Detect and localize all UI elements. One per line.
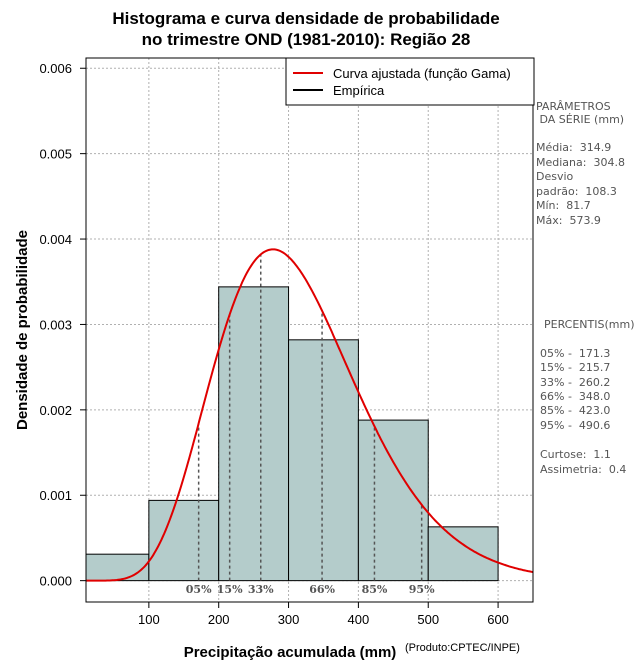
x-tick-label: 600	[487, 612, 509, 627]
histogram-bar	[357, 419, 429, 582]
y-tick-label: 0.003	[39, 317, 72, 332]
x-tick-label: 300	[278, 612, 300, 627]
percentile-95: 95% - 490.6	[540, 419, 610, 432]
x-tick-label: 400	[348, 612, 370, 627]
histogram-bars	[85, 286, 499, 582]
percentile-marker-label: 85%	[362, 583, 388, 596]
percentile-33: 33% - 260.2	[540, 376, 610, 389]
legend-label-empirical: Empírica	[333, 83, 385, 98]
percentile-labels: 05% 15% 33% 66% 85% 95%	[186, 583, 435, 596]
x-tick-label: 500	[417, 612, 439, 627]
stat-desvio: padrão: 108.3	[536, 185, 617, 198]
percentile-15: 15% - 215.7	[540, 361, 610, 374]
x-axis-ticks: 100 200 300 400 500 600	[138, 602, 509, 627]
percentile-marker-label: 15%	[217, 583, 243, 596]
side-panel: PARÂMETROS DA SÉRIE (mm) Média: 314.9 Me…	[536, 100, 635, 476]
gamma-curve	[86, 248, 534, 582]
stat-curtose: Curtose: 1.1	[540, 448, 611, 461]
y-tick-label: 0.006	[39, 61, 72, 76]
y-axis-label: Densidade de probabilidade	[14, 230, 31, 430]
y-tick-label: 0.005	[39, 147, 72, 162]
percentile-66: 66% - 348.0	[540, 390, 610, 403]
stat-media: Média: 314.9	[536, 141, 611, 154]
stat-assimetria: Assimetria: 0.4	[540, 463, 626, 476]
params-header-1: PARÂMETROS	[536, 100, 611, 113]
legend-label-curve: Curva ajustada (função Gama)	[333, 66, 511, 81]
y-tick-label: 0.001	[39, 488, 72, 503]
percentile-05: 05% - 171.3	[540, 347, 610, 360]
params-header-2: DA SÉRIE (mm)	[536, 113, 624, 126]
percentile-marker-label: 33%	[248, 583, 274, 596]
legend: Curva ajustada (função Gama) Empírica	[285, 57, 535, 106]
histogram-bar	[288, 339, 359, 582]
y-axis-ticks: 0.000 0.001 0.002 0.003 0.004 0.005 0.006	[39, 61, 86, 589]
stat-min: Mín: 81.7	[536, 199, 591, 212]
x-tick-label: 200	[208, 612, 230, 627]
percentile-marker-label: 66%	[309, 583, 335, 596]
stat-desvio-label: Desvio	[536, 170, 574, 183]
percentile-marker-label: 95%	[409, 583, 435, 596]
histogram-bar	[427, 526, 499, 582]
percentile-lines	[197, 254, 423, 581]
stat-mediana: Mediana: 304.8	[536, 156, 625, 169]
product-credit: (Produto:CPTEC/INPE)	[405, 642, 520, 654]
y-tick-label: 0.002	[39, 403, 72, 418]
y-tick-label: 0.000	[39, 574, 72, 589]
gamma-curve-layer	[86, 248, 534, 582]
x-axis-label: Precipitação acumulada (mm)	[184, 644, 397, 660]
percentile-85: 85% - 423.0	[540, 404, 610, 417]
histogram-bar	[148, 499, 220, 582]
x-tick-label: 100	[138, 612, 160, 627]
stat-max: Máx: 573.9	[536, 214, 601, 227]
histogram-bar	[85, 553, 150, 582]
y-tick-label: 0.004	[39, 232, 72, 247]
legend-box	[285, 57, 535, 106]
percentile-marker-label: 05%	[186, 583, 212, 596]
chart-title-line2: no trimestre OND (1981-2010): Região 28	[142, 30, 471, 49]
percentis-header: PERCENTIS(mm)	[544, 318, 635, 331]
chart-title-line1: Histograma e curva densidade de probabil…	[112, 9, 499, 28]
